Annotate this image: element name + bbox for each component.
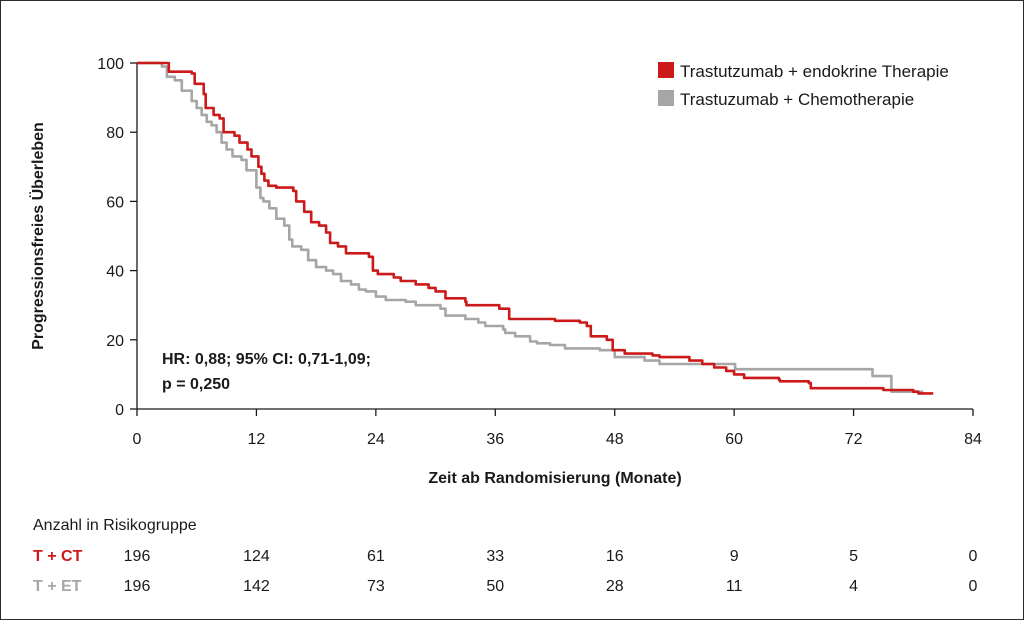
x-tick-label: 36 [486,431,504,448]
y-ticks: 0 20 40 60 80 100 [97,56,137,419]
y-tick-label: 80 [106,125,124,142]
risk-row-label-et: T + ET [33,578,82,595]
y-tick-label: 0 [115,402,124,419]
y-tick-label: 100 [97,56,124,73]
curves [137,61,934,395]
risk-value: 4 [849,578,858,595]
x-tick-label: 84 [964,431,982,448]
risk-value: 33 [486,548,504,565]
x-tick-label: 0 [133,431,142,448]
risk-value: 9 [730,548,739,565]
legend-label-endokrine: Trastutzumab + endokrine Therapie [680,62,949,81]
x-ticks: 0 12 24 36 48 60 72 84 [133,409,982,448]
y-axis-title: Progressionsfreies Überleben [28,122,47,350]
x-tick-label: 72 [845,431,863,448]
stats-line-2: p = 0,250 [162,376,230,393]
y-tick-label: 60 [106,194,124,211]
x-tick-label: 48 [606,431,624,448]
curve-chemo [137,61,924,393]
risk-value: 196 [124,578,151,595]
risk-value: 16 [606,548,624,565]
x-tick-label: 60 [725,431,743,448]
stats-line-1: HR: 0,88; 95% CI: 0,71-1,09; [162,351,371,368]
x-tick-label: 24 [367,431,385,448]
risk-value: 61 [367,548,385,565]
y-tick-label: 40 [106,264,124,281]
risk-value: 5 [849,548,858,565]
risk-value: 142 [243,578,270,595]
legend: Trastutzumab + endokrine Therapie Trastu… [658,62,949,109]
risk-value: 11 [726,578,743,595]
risk-value: 196 [124,548,151,565]
risk-value: 124 [243,548,270,565]
x-tick-label: 12 [248,431,266,448]
risk-value: 73 [367,578,385,595]
curve-endokrine [137,61,934,395]
risk-value: 0 [969,578,978,595]
legend-label-chemo: Trastuzumab + Chemotherapie [680,90,914,109]
legend-swatch-endokrine [658,62,674,78]
risk-row-label-ct: T + CT [33,548,83,565]
risk-value: 28 [606,578,624,595]
risk-value: 50 [486,578,504,595]
legend-swatch-chemo [658,90,674,106]
risk-value: 0 [969,548,978,565]
x-axis-title: Zeit ab Randomisierung (Monate) [428,470,681,487]
y-tick-label: 20 [106,333,124,350]
risk-table-title: Anzahl in Risikogruppe [33,517,197,534]
